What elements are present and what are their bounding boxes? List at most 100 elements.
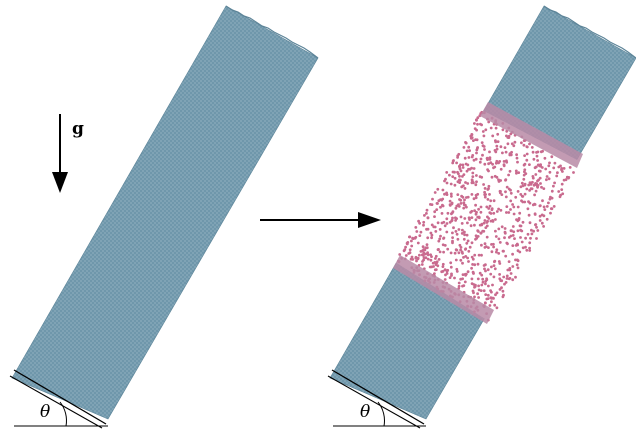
fluidized-particle: [530, 146, 534, 149]
fluidized-particle: [418, 221, 421, 225]
fluidized-particle: [532, 229, 535, 233]
fluidized-particle: [473, 122, 476, 125]
fluidized-particle: [423, 248, 427, 252]
fluidized-particle: [509, 199, 513, 203]
fluidized-particle: [495, 147, 499, 151]
incline-base-left: [13, 369, 107, 425]
fluidized-particle: [535, 237, 538, 240]
fluidized-particle: [426, 236, 430, 240]
fluidized-particle: [495, 144, 499, 148]
fluidized-particle: [471, 257, 475, 261]
fluidized-particle: [414, 235, 418, 239]
fluidized-particle: [487, 162, 490, 166]
fluidized-particle: [499, 190, 502, 193]
angle-label-left: θ: [40, 402, 50, 422]
fluidized-particle: [480, 175, 484, 179]
fluidized-particle: [492, 199, 496, 203]
transition-arrow: [260, 212, 381, 228]
fluidized-particle: [536, 185, 539, 189]
fluidized-particle: [520, 229, 524, 233]
fluidized-particle: [424, 246, 428, 250]
fluidized-particle: [525, 248, 529, 252]
fluidized-particle: [477, 288, 481, 292]
fluidized-particle: [528, 181, 532, 185]
fluidized-particle: [451, 159, 455, 163]
fluidized-particle: [473, 253, 477, 257]
fluidized-particle: [466, 182, 470, 185]
fluidized-particle: [488, 211, 492, 215]
fluidized-particle: [425, 227, 428, 231]
fluidized-particle: [422, 258, 425, 262]
fluidized-particle: [437, 239, 441, 243]
fluidized-particle: [445, 171, 449, 174]
fluidized-particle: [497, 260, 501, 263]
fluidized-particle: [529, 236, 532, 240]
fluidized-particle: [539, 150, 543, 154]
fluidized-particle: [552, 205, 556, 208]
fluidized-particle: [526, 207, 530, 211]
fluidized-particle: [487, 207, 491, 210]
fluidized-particle: [480, 273, 484, 277]
fluidized-particle: [461, 261, 464, 265]
fluidized-particle: [470, 255, 474, 259]
fluidized-particle: [472, 139, 475, 143]
fluidized-particle: [540, 221, 544, 225]
fluidized-particle: [488, 304, 492, 307]
fluidized-particle: [485, 205, 489, 209]
fluidized-particle: [538, 214, 542, 218]
fluidized-particle: [450, 272, 453, 276]
fluidized-particle: [475, 151, 478, 155]
fluidized-particle: [501, 128, 505, 132]
fluidized-particle: [414, 256, 418, 260]
fluidized-particle: [562, 167, 566, 170]
fluidized-particle: [472, 291, 475, 295]
fluidized-particle: [437, 258, 441, 261]
fluidized-particle: [503, 236, 506, 240]
fluidized-particle: [538, 176, 542, 180]
fluidized-particle: [474, 218, 478, 222]
fluidized-particle: [507, 211, 511, 214]
fluidized-particle: [538, 219, 542, 222]
fluidized-particle: [522, 177, 526, 181]
fluidized-particle: [524, 245, 527, 249]
fluidized-particle: [513, 140, 517, 144]
fluidized-particle: [528, 246, 531, 250]
fluidized-particle: [471, 175, 475, 179]
fluidized-particle: [497, 161, 500, 165]
fluidized-particle: [408, 251, 412, 255]
fluidized-particle: [459, 246, 463, 249]
fluidized-particle: [443, 244, 447, 247]
fluidized-particle: [467, 156, 471, 159]
fluidized-particle: [431, 261, 435, 265]
fluidized-particle: [531, 180, 534, 184]
fluidized-particle: [436, 248, 440, 252]
fluidized-particle: [450, 194, 453, 198]
fluidized-particle: [524, 172, 528, 176]
fluidized-particle: [511, 252, 514, 256]
fluidized-particle: [511, 203, 514, 206]
fluidized-particle: [462, 237, 466, 241]
transition-arrowhead: [358, 212, 381, 228]
fluidized-particle: [470, 181, 474, 185]
fluidized-particle: [538, 204, 542, 208]
fluidized-particle: [470, 136, 474, 140]
fluidized-particle: [502, 164, 506, 168]
fluidized-particle: [455, 270, 459, 273]
fluidized-particle: [490, 175, 494, 179]
fluidized-particle: [443, 224, 447, 228]
fluidized-particle: [518, 224, 522, 228]
fluidized-particle: [429, 253, 432, 257]
fluidized-particle: [490, 243, 493, 246]
fluidized-particle: [533, 193, 536, 197]
fluidized-particle: [517, 217, 521, 220]
fluidized-particle: [519, 193, 523, 196]
fluidized-particle: [478, 114, 482, 118]
fluidized-particle: [558, 195, 562, 199]
fluidized-particle: [483, 219, 487, 222]
fluidized-particle: [489, 272, 493, 276]
fluidized-particle: [459, 215, 463, 219]
fluidized-particle: [490, 250, 494, 254]
fluidized-particle: [473, 285, 476, 289]
fluidized-particle: [469, 224, 473, 228]
fluidized-particle: [568, 166, 572, 169]
